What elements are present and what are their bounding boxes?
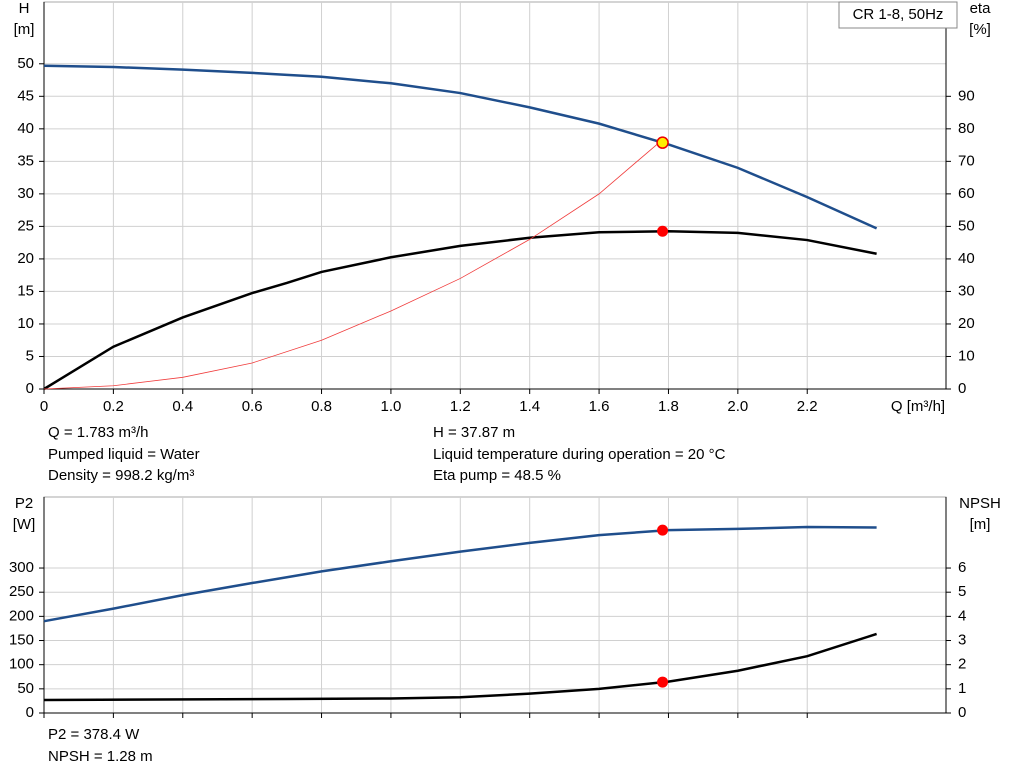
y-tick-label: 50 xyxy=(17,680,34,697)
x-tick-label: 0.4 xyxy=(172,398,193,415)
y2-axis-label: eta xyxy=(970,0,992,17)
annotation: H = 37.87 m xyxy=(433,424,515,441)
annotation: P2 = 378.4 W xyxy=(48,726,140,743)
series-line xyxy=(43,525,877,623)
y2-tick-label: 10 xyxy=(958,347,975,364)
annotation: Density = 998.2 kg/m³ xyxy=(48,467,194,484)
series-line xyxy=(43,140,662,390)
y-axis-label: P2 xyxy=(15,495,33,512)
x-tick-label: 1.2 xyxy=(450,398,471,415)
y2-tick-label: 0 xyxy=(958,380,966,397)
x-tick-label: 0.6 xyxy=(242,398,263,415)
series-line xyxy=(43,230,877,391)
y-tick-label: 45 xyxy=(17,87,34,104)
y-tick-label: 250 xyxy=(9,583,34,600)
y-tick-label: 100 xyxy=(9,656,34,673)
x-tick-label: 1.4 xyxy=(519,398,540,415)
y2-tick-label: 0 xyxy=(958,704,966,721)
y2-tick-label: 6 xyxy=(958,559,966,576)
y2-tick-label: 1 xyxy=(958,680,966,697)
x-tick-label: 1.6 xyxy=(589,398,610,415)
x-tick-label: 1.8 xyxy=(658,398,679,415)
annotation: NPSH = 1.28 m xyxy=(48,748,153,765)
y2-axis-label: NPSH xyxy=(959,495,1001,512)
y-tick-label: 35 xyxy=(17,152,34,169)
series-line xyxy=(43,64,878,230)
y2-tick-label: 60 xyxy=(958,185,975,202)
x-axis-label: Q [m³/h] xyxy=(891,398,945,415)
y-tick-label: 50 xyxy=(17,55,34,72)
y2-tick-label: 80 xyxy=(958,120,975,137)
y-tick-label: 15 xyxy=(17,282,34,299)
y-axis-label: H xyxy=(19,0,30,17)
x-tick-label: 0.2 xyxy=(103,398,124,415)
y2-axis-label: [m] xyxy=(970,516,991,533)
y2-tick-label: 90 xyxy=(958,87,975,104)
x-tick-label: 2.2 xyxy=(797,398,818,415)
y-tick-label: 20 xyxy=(17,250,34,267)
y2-tick-label: 4 xyxy=(958,607,966,624)
y-axis-label: [m] xyxy=(14,21,35,38)
annotation: Eta pump = 48.5 % xyxy=(433,467,561,484)
legend-text: CR 1-8, 50Hz xyxy=(853,6,944,23)
plot-frame xyxy=(43,496,947,714)
y2-tick-label: 2 xyxy=(958,656,966,673)
y-tick-label: 0 xyxy=(26,704,34,721)
y2-tick-label: 50 xyxy=(958,217,975,234)
series-line xyxy=(43,632,877,702)
operating-point xyxy=(657,524,669,536)
y-tick-label: 40 xyxy=(17,120,34,137)
y-tick-label: 0 xyxy=(26,380,34,397)
operating-point xyxy=(657,676,669,688)
x-tick-label: 2.0 xyxy=(727,398,748,415)
annotation: Liquid temperature during operation = 20… xyxy=(433,446,726,463)
y2-tick-label: 70 xyxy=(958,152,975,169)
x-tick-label: 0 xyxy=(40,398,48,415)
y2-tick-label: 40 xyxy=(958,250,975,267)
y2-tick-label: 20 xyxy=(958,315,975,332)
y-tick-label: 5 xyxy=(26,347,34,364)
legend-box xyxy=(838,1,958,29)
y2-tick-label: 30 xyxy=(958,282,975,299)
y-tick-label: 10 xyxy=(17,315,34,332)
annotation: Q = 1.783 m³/h xyxy=(48,424,148,441)
x-tick-label: 1.0 xyxy=(380,398,401,415)
operating-point xyxy=(657,225,669,237)
y-tick-label: 200 xyxy=(9,607,34,624)
y-axis-label: [W] xyxy=(13,516,36,533)
y2-tick-label: 5 xyxy=(958,583,966,600)
y-tick-label: 25 xyxy=(17,217,34,234)
plot-frame xyxy=(43,1,947,390)
y-tick-label: 150 xyxy=(9,631,34,648)
y2-axis-label: [%] xyxy=(969,21,991,38)
annotation: Pumped liquid = Water xyxy=(48,446,200,463)
x-tick-label: 0.8 xyxy=(311,398,332,415)
y-tick-label: 30 xyxy=(17,185,34,202)
y2-tick-label: 3 xyxy=(958,631,966,648)
y-tick-label: 300 xyxy=(9,559,34,576)
operating-point xyxy=(656,136,669,149)
